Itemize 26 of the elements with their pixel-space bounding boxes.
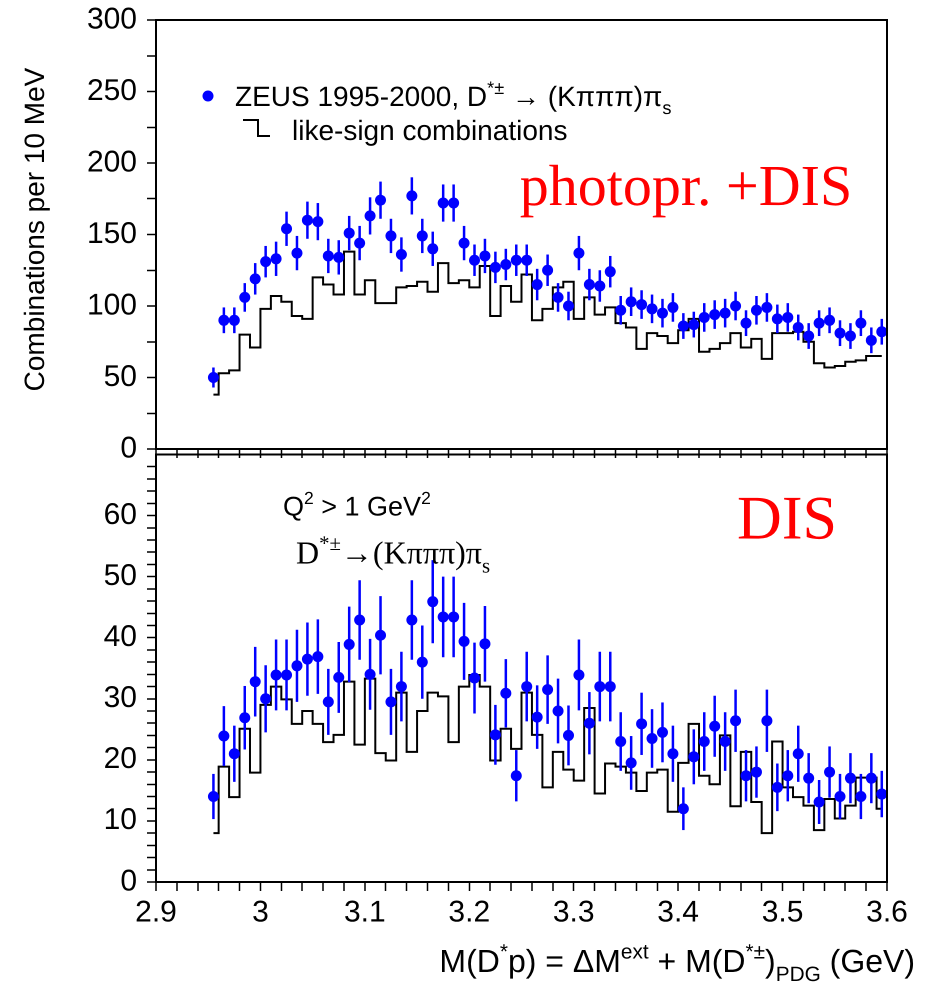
y-tick-label: 150 (86, 216, 137, 250)
x-tick-label: 3 (252, 895, 269, 928)
x-tick-label: 3.1 (344, 895, 386, 928)
y-tick-label: 50 (104, 360, 137, 393)
x-tick-label: 3.6 (866, 895, 908, 928)
y-tick-label: 60 (104, 498, 137, 531)
y-tick-label: 10 (104, 803, 137, 836)
y-tick-label: 300 (86, 2, 137, 36)
x-tick-label: 3.4 (657, 895, 699, 928)
y-tick-label: 50 (104, 558, 137, 592)
y-tick-label: 0 (120, 864, 137, 898)
x-tick-label: 3.5 (762, 895, 804, 928)
y-tick-label: 250 (86, 74, 137, 107)
y-tick-label: 0 (120, 431, 137, 464)
y-tick-label: 40 (104, 620, 137, 653)
y-tick-label: 100 (86, 288, 137, 322)
legend-label: like-sign combinations (292, 115, 568, 146)
y-tick-label: 200 (86, 145, 137, 178)
y-tick-label: 30 (104, 681, 137, 714)
x-tick-label: 3.2 (448, 895, 490, 928)
y-tick-label: 20 (104, 742, 137, 776)
x-tick-label: 3.3 (552, 895, 595, 928)
annotation: DIS (737, 484, 837, 552)
x-tick-label: 2.9 (135, 895, 177, 928)
y-axis-title: Combinations per 10 MeV (19, 67, 50, 392)
annotation: photopr. +DIS (520, 153, 852, 218)
